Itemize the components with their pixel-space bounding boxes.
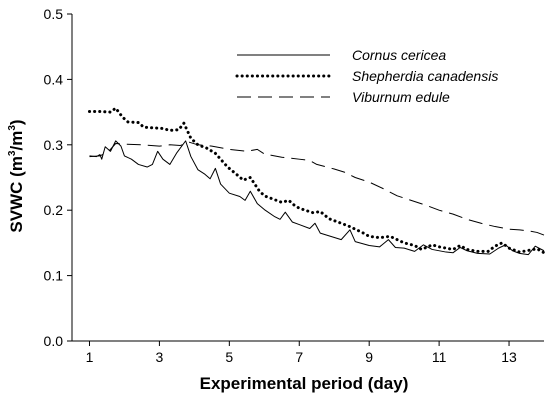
x-tick-label: 5 bbox=[225, 349, 233, 365]
series-line-viburnum-edule bbox=[89, 141, 545, 236]
x-axis-title: Experimental period (day) bbox=[200, 374, 409, 393]
y-tick-label: 0.3 bbox=[44, 137, 64, 153]
x-tick-label: 7 bbox=[295, 349, 303, 365]
x-tick-label: 1 bbox=[86, 349, 94, 365]
plot-frame bbox=[71, 14, 544, 342]
series-lines bbox=[87, 106, 546, 256]
legend-label: Cornus cericea bbox=[352, 47, 446, 63]
y-tick-label: 0.2 bbox=[44, 202, 64, 218]
y-tick-label: 0.1 bbox=[44, 268, 64, 284]
y-tick-label: 0.4 bbox=[44, 71, 64, 87]
legend-label: Viburnum edule bbox=[352, 89, 450, 105]
x-tick-label: 9 bbox=[365, 349, 373, 365]
x-tick-label: 13 bbox=[501, 349, 517, 365]
x-tick-label: 3 bbox=[156, 349, 164, 365]
series-line-cornus-cericea bbox=[89, 140, 545, 256]
y-axis-ticks: 0.0 0.1 0.2 0.3 0.4 0.5 bbox=[44, 6, 72, 349]
y-tick-label: 0.5 bbox=[44, 6, 64, 22]
series-line-shepherdia-canadensis bbox=[87, 106, 546, 255]
legend-label: Shepherdia canadensis bbox=[352, 68, 498, 84]
x-tick-label: 11 bbox=[432, 349, 447, 365]
x-axis-ticks: 1 3 5 7 9 11 13 bbox=[86, 341, 517, 365]
legend: Cornus cericea Shepherdia canadensis Vibur… bbox=[235, 47, 498, 105]
y-axis-title: SVWC (m3/m3) bbox=[7, 119, 26, 232]
y-tick-label: 0.0 bbox=[44, 333, 64, 349]
